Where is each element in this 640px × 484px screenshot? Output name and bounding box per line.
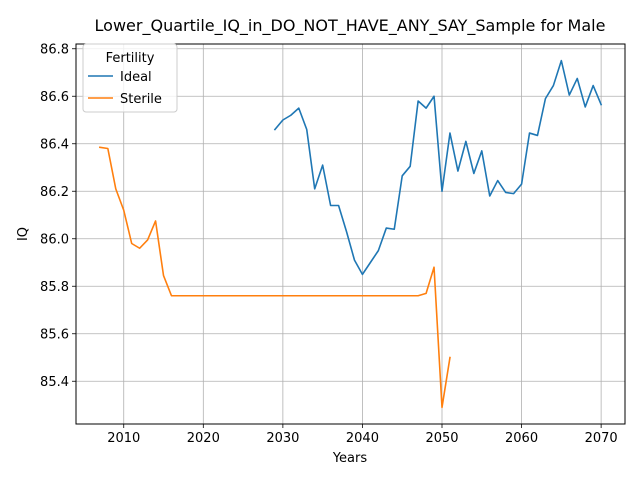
y-tick-label: 86.4 — [40, 137, 69, 152]
x-tick-label: 2010 — [107, 431, 140, 446]
series-line-sterile — [98, 146, 451, 409]
x-tick-label: 2040 — [346, 431, 379, 446]
x-axis-ticks: 2010 2020 2030 2040 2050 2060 2070 — [107, 424, 618, 446]
x-axis-label: Years — [332, 451, 368, 466]
y-tick-label: 86.8 — [40, 42, 69, 57]
plot-frame — [75, 43, 626, 425]
x-tick-label: 2060 — [505, 431, 538, 446]
chart-title: Lower_Quartile_IQ_in_DO_NOT_HAVE_ANY_SAY… — [95, 16, 606, 36]
y-tick-label: 85.4 — [40, 375, 69, 390]
x-tick-label: 2020 — [187, 431, 220, 446]
y-axis-label: IQ — [16, 227, 31, 241]
x-tick-label: 2070 — [585, 431, 618, 446]
y-tick-label: 86.0 — [40, 232, 69, 247]
y-tick-label: 85.6 — [40, 327, 69, 342]
legend: Fertility Ideal Sterile — [82, 43, 178, 113]
y-axis-ticks: 85.4 85.6 85.8 86.0 86.2 86.4 86.6 86.8 — [40, 42, 76, 390]
legend-box — [82, 43, 178, 113]
y-tick-label: 86.2 — [40, 185, 69, 200]
grid-lines — [76, 44, 625, 424]
legend-label-sterile: Sterile — [120, 92, 162, 107]
legend-label-ideal: Ideal — [120, 70, 152, 85]
x-tick-label: 2050 — [425, 431, 458, 446]
x-tick-label: 2030 — [266, 431, 299, 446]
series-layer — [98, 59, 603, 409]
y-tick-label: 86.6 — [40, 90, 69, 105]
y-tick-label: 85.8 — [40, 280, 69, 295]
legend-title: Fertility — [106, 51, 155, 66]
series-line-ideal — [273, 59, 603, 276]
